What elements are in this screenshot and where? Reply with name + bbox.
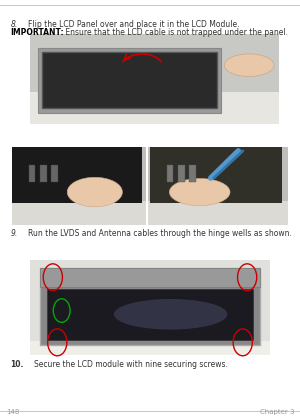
FancyBboxPatch shape [40, 268, 260, 287]
Text: Run the LVDS and Antenna cables through the hinge wells as shown.: Run the LVDS and Antenna cables through … [28, 229, 292, 238]
Bar [167, 165, 173, 182]
Bar [40, 165, 46, 182]
FancyBboxPatch shape [30, 260, 270, 355]
Bar [178, 165, 184, 182]
Ellipse shape [169, 178, 230, 206]
Text: IMPORTANT:: IMPORTANT: [11, 28, 64, 37]
Text: 9.: 9. [11, 229, 18, 238]
Bar [28, 165, 35, 182]
Bar [189, 165, 196, 182]
Bar [51, 165, 58, 182]
Text: 10.: 10. [11, 360, 24, 368]
Text: Flip the LCD Panel over and place it in the LCD Module.: Flip the LCD Panel over and place it in … [28, 20, 240, 29]
FancyBboxPatch shape [30, 34, 279, 124]
Text: Chapter 3: Chapter 3 [260, 409, 294, 415]
FancyBboxPatch shape [150, 147, 283, 203]
Text: 148: 148 [6, 409, 20, 415]
FancyBboxPatch shape [12, 147, 288, 225]
FancyBboxPatch shape [30, 92, 279, 124]
FancyBboxPatch shape [38, 48, 221, 113]
FancyBboxPatch shape [40, 268, 260, 345]
FancyBboxPatch shape [47, 289, 253, 340]
Ellipse shape [114, 299, 227, 330]
FancyBboxPatch shape [12, 147, 142, 203]
FancyBboxPatch shape [43, 52, 217, 108]
Text: Ensure that the LCD cable is not trapped under the panel.: Ensure that the LCD cable is not trapped… [63, 28, 288, 37]
Ellipse shape [224, 54, 274, 76]
Text: Secure the LCD module with nine securing screws.: Secure the LCD module with nine securing… [34, 360, 228, 368]
Text: 8.: 8. [11, 20, 18, 29]
FancyBboxPatch shape [30, 341, 270, 355]
Ellipse shape [67, 177, 122, 207]
FancyBboxPatch shape [12, 201, 288, 225]
